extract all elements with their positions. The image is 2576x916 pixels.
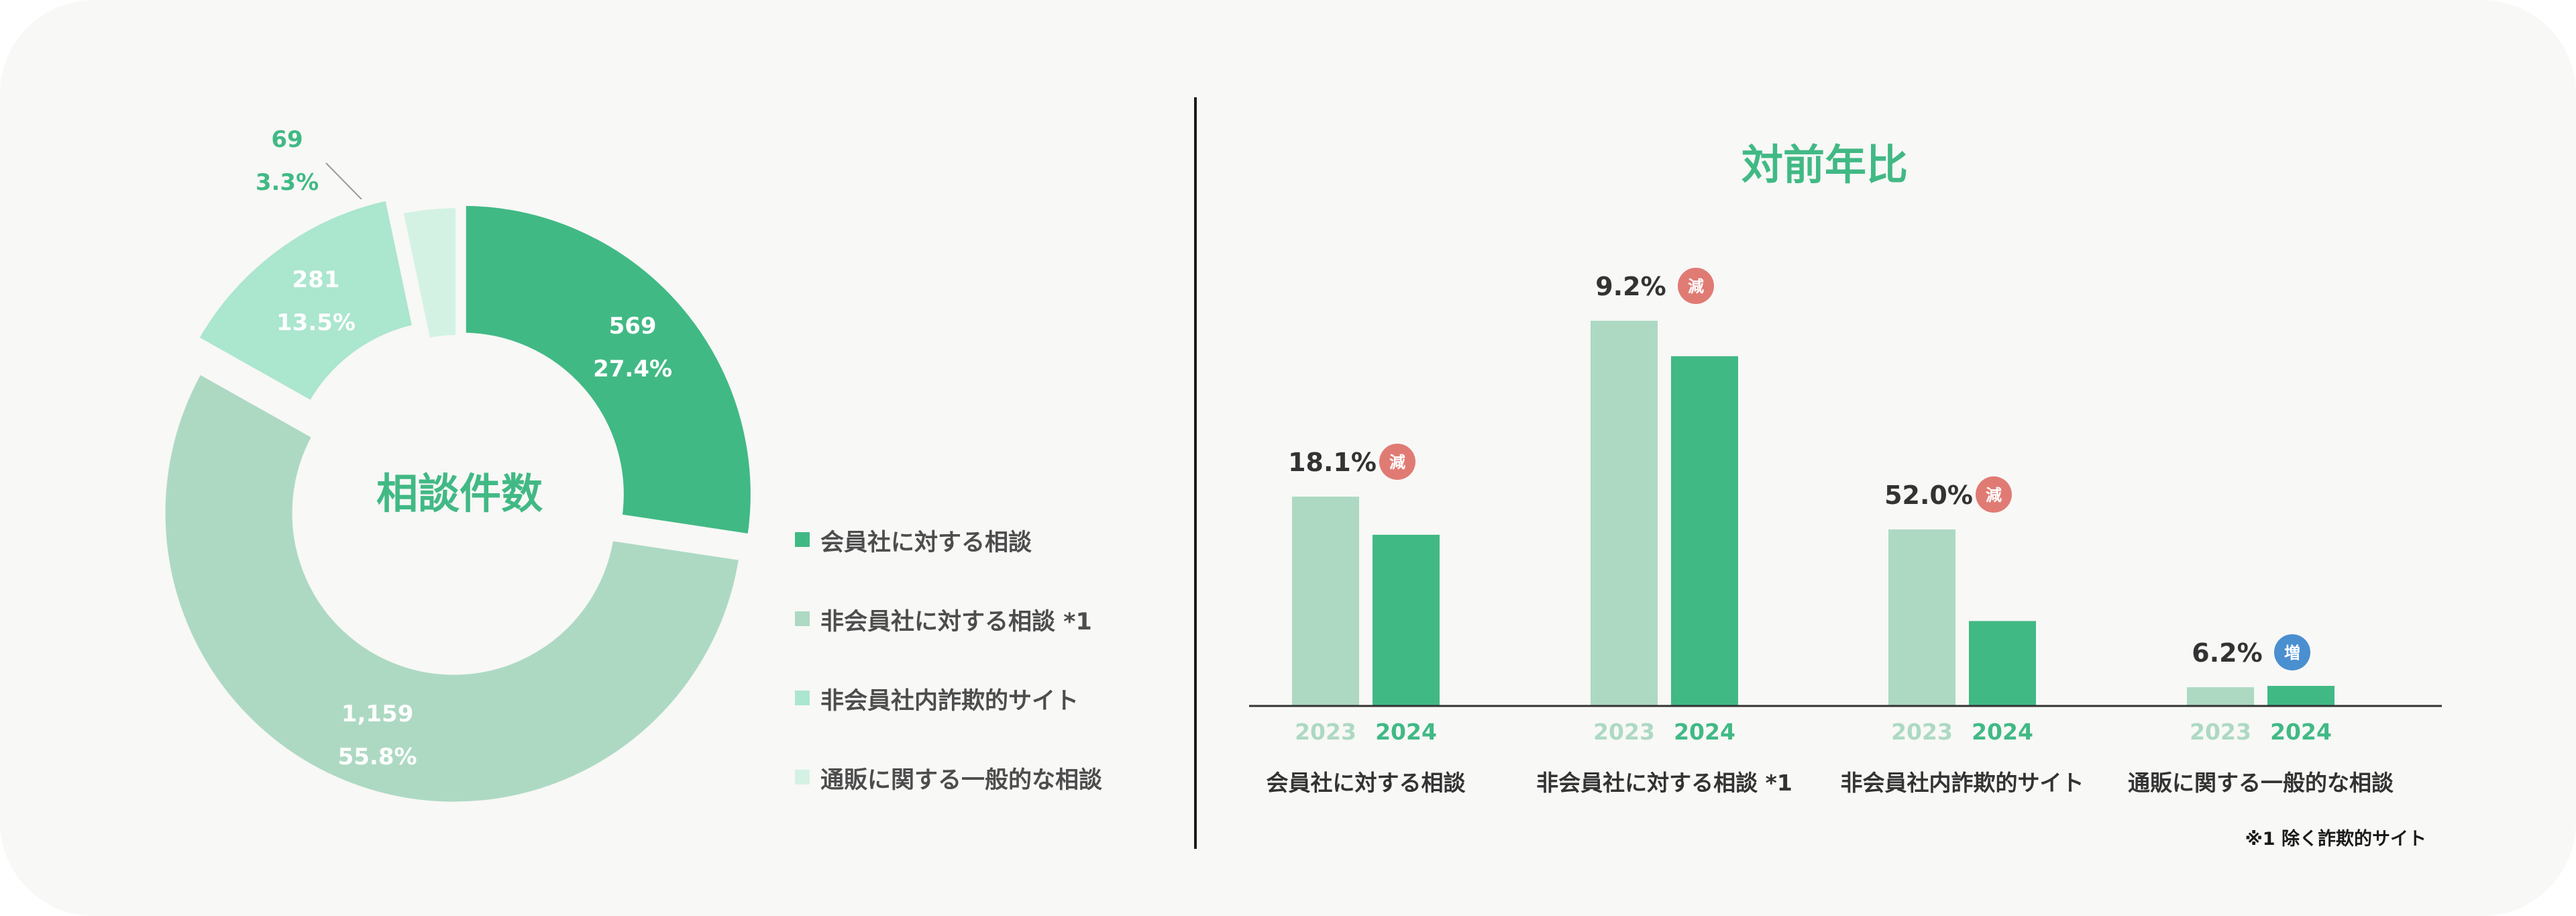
change-percent-label: 18.1% [1288,448,1377,477]
year-tick-label: 2024 [1674,719,1735,745]
legend-swatch [795,770,810,784]
donut-legend: 会員社に対する相談非会員社に対する相談 *1 非会員社内詐欺的サイト 通販に関する一… [795,523,1102,840]
year-tick-label: 2024 [1375,719,1437,745]
donut-percent-label: 55.8% [337,744,417,771]
decrease-badge [1379,444,1415,480]
year-tick-label: 2023 [2190,719,2251,745]
category-label: 通販に関する一般的な相談 [2128,770,2394,796]
donut-chart [157,162,759,810]
legend-item: 非会員社に対する相談 *1 [795,603,1102,682]
legend-swatch [795,532,810,547]
badge-text: 増 [2284,644,2300,662]
badge-text: 減 [1389,453,1405,472]
panel-divider [1194,97,1197,849]
donut-slice [458,197,759,543]
donut-value-label: 1,159 [341,701,414,728]
donut-value-label: 281 [292,266,340,293]
category-label: 非会員社内詐欺的サイト [1841,770,2084,796]
year-tick-label: 2023 [1295,719,1356,745]
year-tick-label: 2023 [1891,719,1953,745]
legend-item: 会員社に対する相談 [795,523,1102,603]
donut-slice [394,199,464,348]
bar-2023 [1591,321,1658,706]
donut-slice [157,364,748,810]
legend-item: 非会員社内詐欺的サイト [795,682,1102,761]
bar-chart-title: 対前年比 [1741,140,1909,189]
donut-percent-label: 13.5% [276,309,356,336]
donut-percent-label: 3.3% [255,169,319,196]
change-percent-label: 6.2% [2192,638,2262,668]
bar-2024 [2267,686,2334,706]
footnote: ※1 除く詐欺的サイト [2245,829,2426,850]
decrease-badge [1976,476,2012,513]
legend-swatch [795,611,810,626]
change-percent-label: 9.2% [1595,272,1666,301]
change-percent-label: 52.0% [1884,480,1973,510]
year-tick-label: 2024 [2270,719,2332,745]
legend-label: 非会員社に対する相談 *1 [820,609,1092,635]
legend-label: 会員社に対する相談 [820,529,1032,556]
donut-value-label: 69 [271,126,303,153]
legend-label: 非会員社内詐欺的サイト [820,688,1079,715]
year-tick-label: 2024 [1972,719,2033,745]
bar-2024 [1969,621,2036,706]
legend-item: 通販に関する一般的な相談 [795,761,1102,840]
bar-2023 [1292,497,1359,706]
bar-2024 [1671,356,1738,706]
decrease-badge [1678,268,1714,304]
bar-2023 [1888,529,1955,706]
category-label: 非会員社に対する相談 *1 [1536,770,1792,796]
category-label: 会員社に対する相談 [1267,770,1466,796]
badge-text: 減 [1986,486,2002,505]
donut-center-title: 相談件数 [376,469,543,518]
donut-value-label: 569 [608,312,657,340]
legend-swatch [795,691,810,705]
badge-text: 減 [1688,277,1704,296]
donut-percent-label: 27.4% [593,355,673,383]
donut-slice [189,191,422,411]
bar-2023 [2187,687,2254,706]
year-tick-label: 2023 [1593,719,1655,745]
legend-label: 通販に関する一般的な相談 [820,767,1103,794]
bar-2024 [1373,534,1440,706]
increase-badge [2274,634,2310,671]
